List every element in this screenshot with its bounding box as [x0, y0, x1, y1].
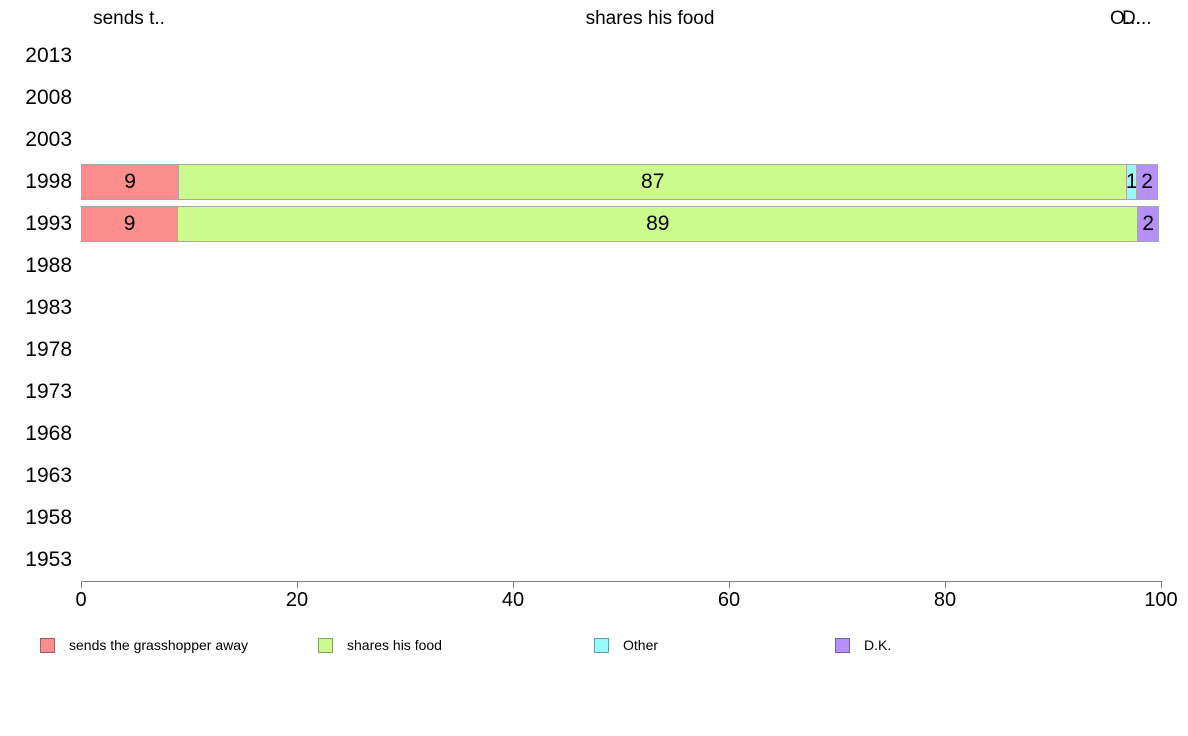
- legend-item-other: Other: [594, 637, 658, 653]
- legend-label-shares: shares his food: [347, 637, 442, 653]
- bar-1993: 9 89 2: [81, 206, 1161, 242]
- row-1993: 1993 9 89 2: [0, 203, 1188, 245]
- x-axis-tick-100: [1161, 581, 1162, 588]
- y-tick-2003: 2003: [25, 128, 72, 151]
- bar-1998-segment-dk: 2: [1136, 164, 1158, 200]
- x-tick-label-20: 20: [285, 589, 309, 611]
- row-1998: 1998 9 87 1 2: [0, 161, 1188, 203]
- column-header-dk: D...: [1122, 8, 1152, 29]
- x-tick-label-0: 0: [75, 589, 87, 611]
- legend-label-dk: D.K.: [864, 637, 892, 653]
- bar-1993-segment-sends: 9: [81, 206, 179, 242]
- bar-1993-segment-dk: 2: [1137, 206, 1159, 242]
- y-tick-1953: 1953: [25, 548, 72, 571]
- row-2013: 2013: [0, 35, 1188, 77]
- y-tick-1973: 1973: [25, 380, 72, 403]
- y-tick-1983: 1983: [25, 296, 72, 319]
- x-axis-tick-40: [513, 581, 514, 588]
- row-2008: 2008: [0, 77, 1188, 119]
- y-tick-1958: 1958: [25, 506, 72, 529]
- row-1953: 1953: [0, 539, 1188, 581]
- row-1963: 1963: [0, 455, 1188, 497]
- x-tick-label-40: 40: [501, 589, 525, 611]
- column-header-sends: sends t..: [93, 8, 165, 29]
- legend-item-dk: D.K.: [835, 637, 891, 653]
- x-axis-tick-20: [297, 581, 298, 588]
- row-1958: 1958: [0, 497, 1188, 539]
- column-header-other: O...: [1110, 8, 1141, 29]
- row-1973: 1973: [0, 371, 1188, 413]
- y-tick-1988: 1988: [25, 254, 72, 277]
- legend-swatch-sends: [40, 637, 55, 653]
- legend-item-shares: shares his food: [318, 637, 442, 653]
- x-tick-label-80: 80: [933, 589, 957, 611]
- x-axis-tick-0: [81, 581, 82, 588]
- bar-1993-segment-shares: 89: [177, 206, 1139, 242]
- y-tick-1963: 1963: [25, 464, 72, 487]
- x-tick-label-60: 60: [717, 589, 741, 611]
- y-tick-1993: 1993: [25, 212, 72, 235]
- x-tick-label-100: 100: [1144, 589, 1178, 611]
- y-tick-1998: 1998: [25, 170, 72, 193]
- y-tick-1978: 1978: [25, 338, 72, 361]
- bar-1998-segment-sends: 9: [81, 164, 180, 200]
- row-2003: 2003: [0, 119, 1188, 161]
- legend-item-sends: sends the grasshopper away: [40, 637, 248, 653]
- legend-label-other: Other: [623, 637, 659, 653]
- legend-swatch-other: [594, 637, 609, 653]
- plot-area: 2013 2008 2003 1998 9 87 1 2 1993 9 89 2: [0, 35, 1188, 581]
- legend-label-sends: sends the grasshopper away: [69, 637, 248, 653]
- row-1968: 1968: [0, 413, 1188, 455]
- y-tick-2013: 2013: [25, 44, 72, 67]
- column-header-shares: shares his food: [585, 8, 715, 29]
- row-1988: 1988: [0, 245, 1188, 287]
- legend-swatch-dk: [835, 637, 850, 653]
- y-tick-1968: 1968: [25, 422, 72, 445]
- x-axis-tick-80: [945, 581, 946, 588]
- legend-swatch-shares: [318, 637, 333, 653]
- row-1978: 1978: [0, 329, 1188, 371]
- x-axis-line: [81, 581, 1162, 582]
- row-1983: 1983: [0, 287, 1188, 329]
- y-tick-2008: 2008: [25, 86, 72, 109]
- bar-1998: 9 87 1 2: [81, 164, 1161, 200]
- bar-1998-segment-shares: 87: [178, 164, 1128, 200]
- x-axis-tick-60: [729, 581, 730, 588]
